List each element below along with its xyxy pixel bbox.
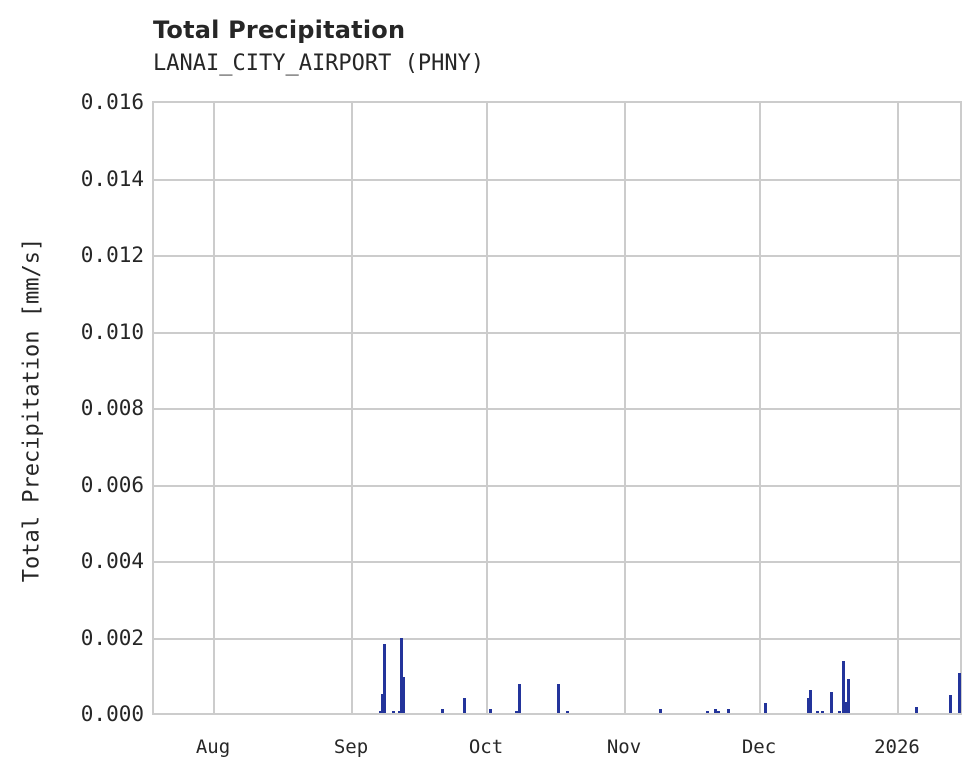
v-gridline	[759, 103, 761, 713]
v-gridline	[213, 103, 215, 713]
h-gridline	[154, 331, 960, 334]
precipitation-bar	[398, 711, 401, 713]
precipitation-bar	[402, 676, 405, 713]
precipitation-bar	[842, 661, 845, 713]
x-tick-label: Nov	[606, 736, 642, 758]
precipitation-bar	[383, 644, 386, 713]
plot-area	[152, 101, 962, 715]
y-axis-label: Total Precipitation [mm/s]	[19, 237, 45, 583]
precipitation-bar	[727, 709, 730, 713]
precipitation-bar	[714, 709, 717, 713]
x-tick-label: Dec	[741, 736, 777, 758]
precipitation-bar	[847, 678, 850, 713]
h-gridline	[154, 178, 960, 181]
chart-title: Total Precipitation	[153, 16, 406, 44]
precipitation-bar	[400, 637, 403, 713]
h-gridline	[154, 561, 960, 563]
y-tick-label: 0.012	[80, 243, 144, 267]
v-gridline	[897, 103, 899, 713]
precipitation-bar	[838, 711, 841, 713]
y-tick-label: 0.002	[80, 625, 144, 650]
precipitation-bar	[379, 711, 382, 713]
h-gridline	[154, 484, 960, 487]
precipitation-bar	[821, 711, 824, 713]
precipitation-bar	[807, 697, 810, 713]
y-tick-label: 0.008	[80, 396, 144, 420]
v-gridline	[486, 103, 488, 713]
precipitation-bar	[915, 707, 918, 713]
precipitation-bar	[844, 701, 847, 713]
y-tick-label: 0.014	[80, 166, 144, 191]
precipitation-bar	[809, 690, 812, 713]
y-tick-label: 0.004	[80, 549, 144, 573]
y-tick-label: 0.000	[80, 702, 144, 726]
x-tick-label: Oct	[468, 736, 504, 758]
x-tick-label: Sep	[333, 736, 369, 758]
precipitation-bar	[489, 709, 492, 713]
precipitation-bar	[566, 711, 569, 713]
precipitation-bar	[518, 684, 521, 713]
v-gridline	[624, 103, 626, 713]
precipitation-bar	[949, 694, 952, 713]
precipitation-bar	[463, 697, 466, 713]
precipitation-bar	[381, 693, 384, 713]
h-gridline	[154, 408, 960, 410]
h-gridline	[154, 637, 960, 640]
precipitation-bars	[154, 103, 961, 713]
h-gridline	[154, 255, 960, 257]
precipitation-bar	[659, 709, 662, 713]
x-tick-label: 2026	[874, 736, 920, 758]
precipitation-bar	[441, 709, 444, 713]
precipitation-bar	[958, 672, 961, 713]
precipitation-bar	[717, 711, 720, 713]
y-tick-label: 0.016	[80, 90, 144, 114]
y-tick-label: 0.010	[80, 319, 144, 344]
v-gridline	[351, 103, 353, 713]
precipitation-bar	[557, 684, 560, 713]
precipitation-bar	[392, 711, 395, 713]
precipitation-bar	[706, 711, 709, 713]
precipitation-bar	[764, 703, 767, 713]
precipitation-bar	[816, 711, 819, 713]
x-tick-label: Aug	[195, 736, 231, 758]
precipitation-bar	[515, 711, 518, 713]
chart-subtitle: LANAI_CITY_AIRPORT (PHNY)	[153, 51, 485, 76]
precipitation-bar	[830, 691, 833, 713]
y-tick-label: 0.006	[80, 472, 144, 497]
